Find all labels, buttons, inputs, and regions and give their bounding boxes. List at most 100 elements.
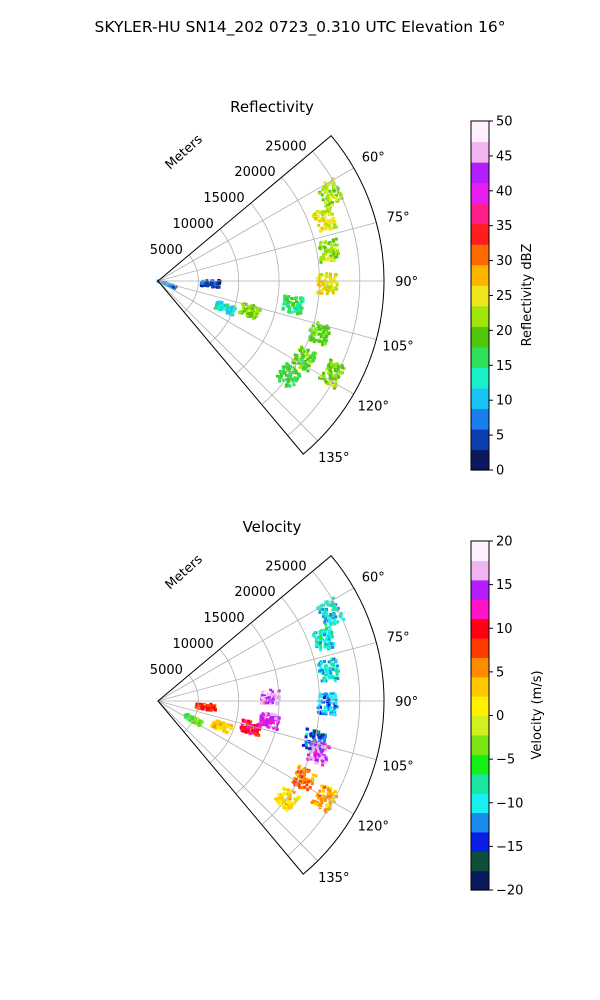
echo-pixel bbox=[318, 739, 322, 743]
echo-pixel bbox=[316, 276, 320, 280]
echo-pixel bbox=[323, 227, 327, 231]
echo-pixel bbox=[333, 243, 336, 247]
colorbar-swatch bbox=[471, 637, 489, 658]
echo-pixel bbox=[326, 198, 330, 202]
echo-pixel bbox=[312, 329, 316, 333]
echo-pixel bbox=[293, 376, 297, 380]
echo-pixel bbox=[317, 325, 321, 329]
echo-pixel bbox=[246, 729, 250, 733]
echo-pixel bbox=[299, 772, 303, 776]
echo-pixel bbox=[329, 803, 332, 807]
echo-pixel bbox=[321, 217, 325, 221]
echo-pixel bbox=[330, 657, 334, 661]
echo-pixel bbox=[334, 381, 338, 385]
echo-pixel bbox=[294, 371, 298, 375]
azimuth-spoke bbox=[157, 642, 377, 702]
echo-pixel bbox=[327, 224, 331, 228]
echo-pixel bbox=[217, 301, 221, 305]
echo-pixel bbox=[228, 313, 232, 317]
echo-pixel bbox=[333, 369, 337, 373]
echo-pixel bbox=[278, 379, 282, 383]
echo-pixel bbox=[338, 614, 342, 618]
echo-pixel bbox=[330, 226, 334, 230]
echo-pixel bbox=[192, 721, 196, 724]
echo-pixel bbox=[311, 748, 315, 751]
echo-pixel bbox=[260, 716, 264, 719]
echo-pixel bbox=[332, 277, 336, 281]
echo-pixel bbox=[327, 275, 331, 279]
echo-pixel bbox=[324, 252, 328, 256]
echo-pixel bbox=[218, 281, 222, 285]
echo-pixel bbox=[320, 632, 324, 636]
echo-pixel bbox=[210, 704, 214, 708]
echo-pixel bbox=[309, 360, 313, 364]
echo-pixel bbox=[316, 752, 320, 756]
echo-pixel bbox=[319, 241, 322, 245]
echo-pixel bbox=[324, 187, 328, 190]
echo-pixel bbox=[331, 289, 335, 293]
echo-pixel bbox=[323, 645, 327, 649]
echo-pixel bbox=[324, 335, 328, 338]
echo-pixel bbox=[320, 668, 324, 672]
echo-pixel bbox=[318, 246, 322, 250]
echo-pixel bbox=[287, 305, 291, 309]
echo-pixel bbox=[333, 275, 337, 279]
echo-pixel bbox=[221, 307, 225, 311]
echo-pixel bbox=[324, 240, 328, 244]
echo-pixel bbox=[329, 280, 333, 284]
echo-pixel bbox=[324, 200, 328, 204]
azimuth-spoke bbox=[157, 700, 319, 862]
colorbar-tick-label: −10 bbox=[496, 796, 523, 811]
echo-pixel bbox=[333, 220, 337, 224]
angle-tick-label: 105° bbox=[382, 759, 413, 774]
echo-pixel bbox=[331, 183, 335, 187]
echo-pixel bbox=[337, 375, 341, 379]
echo-pixel bbox=[332, 657, 336, 661]
colorbar-swatch bbox=[471, 285, 489, 307]
echo-pixel bbox=[285, 808, 289, 812]
echo-pixel bbox=[295, 379, 298, 383]
echo-pixel bbox=[265, 723, 269, 727]
echo-pixel bbox=[212, 721, 216, 725]
echo-pixel bbox=[296, 312, 300, 316]
echo-pixel bbox=[320, 750, 324, 754]
echo-pixel bbox=[282, 799, 286, 803]
echo-pixel bbox=[285, 801, 289, 805]
echo-pixel bbox=[323, 760, 327, 764]
echo-pixel bbox=[311, 757, 315, 761]
echo-pixel bbox=[315, 758, 319, 762]
echo-pixel bbox=[333, 377, 337, 381]
echo-pixel bbox=[334, 364, 338, 368]
echo-pixel bbox=[169, 284, 173, 288]
echo-pixel bbox=[306, 369, 310, 373]
echo-pixel bbox=[298, 305, 302, 309]
colorbar-tick-label: 10 bbox=[496, 394, 513, 409]
echo-pixel bbox=[324, 204, 328, 208]
echo-pixel bbox=[314, 761, 318, 765]
echo-pixel bbox=[321, 671, 325, 675]
echo-pixel bbox=[310, 334, 314, 338]
colorbar-tick-label: 45 bbox=[496, 149, 513, 164]
echo-pixel bbox=[226, 303, 230, 307]
reflectivity-panel: Reflectivity Meters 5000 10000 15000 20000 2… bbox=[150, 98, 535, 479]
echo-pixel bbox=[311, 731, 315, 735]
echo-pixel bbox=[321, 763, 325, 767]
echo-pixel bbox=[247, 309, 251, 313]
echo-pixel bbox=[213, 283, 217, 287]
colorbar-swatch bbox=[471, 428, 489, 451]
echo-pixel bbox=[332, 604, 336, 608]
echo-pixel bbox=[303, 771, 307, 775]
echo-pixel bbox=[340, 363, 344, 367]
echo-pixel bbox=[196, 704, 199, 708]
echo-pixel bbox=[325, 803, 329, 806]
echo-pixel bbox=[332, 216, 335, 220]
echo-pixel bbox=[319, 641, 323, 645]
echo-pixel bbox=[189, 715, 193, 719]
echo-pixel bbox=[301, 297, 305, 301]
echo-pixel bbox=[254, 729, 258, 733]
echo-pixel bbox=[319, 244, 322, 248]
echo-pixel bbox=[326, 793, 330, 797]
reflectivity-colorbar-label: Reflectivity dBZ bbox=[520, 244, 535, 347]
echo-pixel bbox=[298, 764, 302, 768]
echo-pixel bbox=[282, 365, 286, 369]
